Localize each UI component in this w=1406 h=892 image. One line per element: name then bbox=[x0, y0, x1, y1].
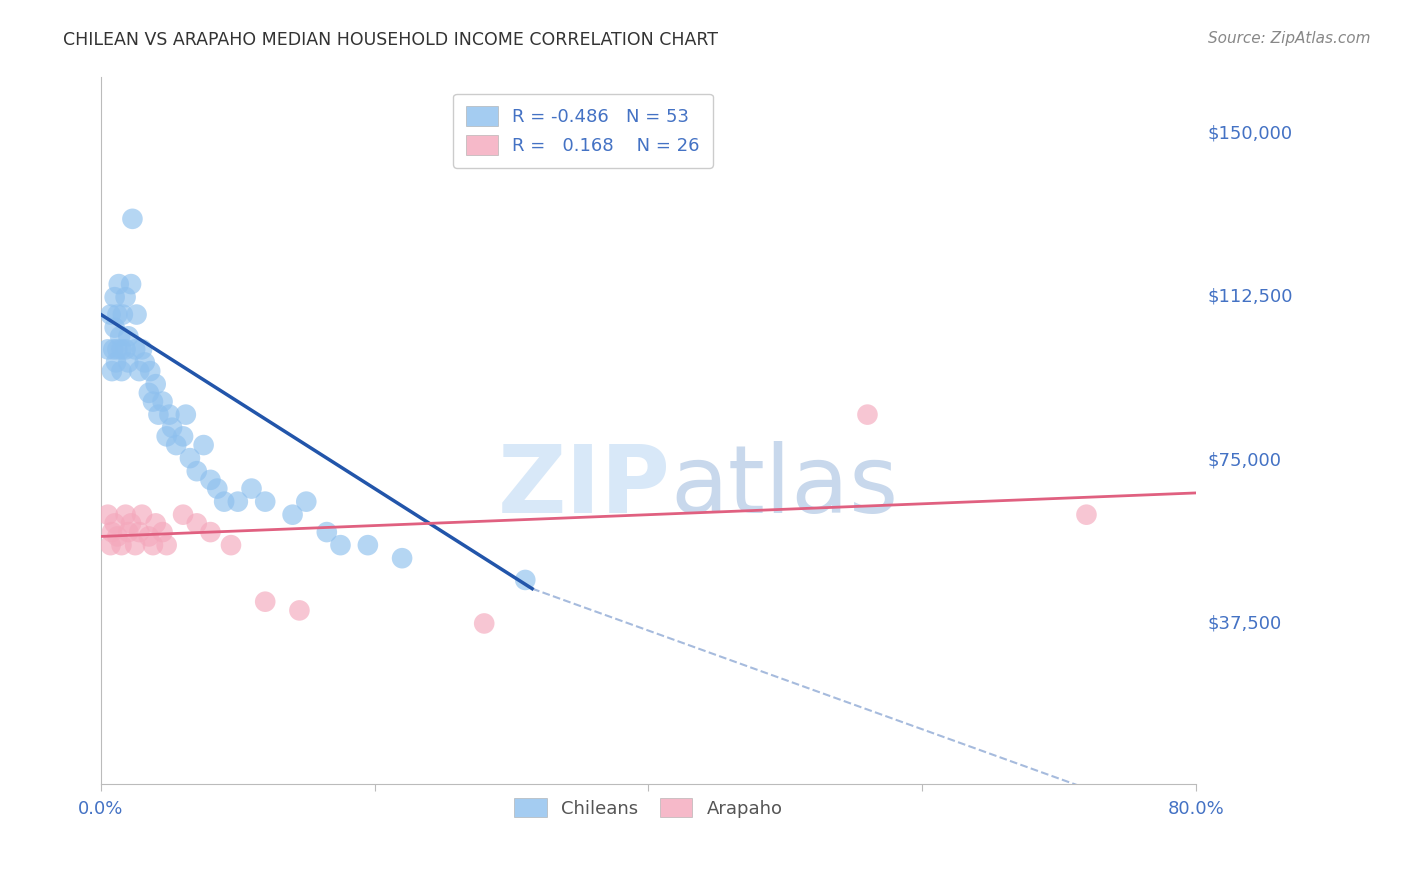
Point bbox=[138, 529, 160, 543]
Point bbox=[186, 516, 208, 531]
Point bbox=[101, 525, 124, 540]
Text: Source: ZipAtlas.com: Source: ZipAtlas.com bbox=[1208, 31, 1371, 46]
Point bbox=[114, 508, 136, 522]
Point bbox=[329, 538, 352, 552]
Point bbox=[104, 320, 127, 334]
Point bbox=[254, 595, 277, 609]
Point bbox=[138, 385, 160, 400]
Point bbox=[288, 603, 311, 617]
Point bbox=[219, 538, 242, 552]
Point bbox=[110, 343, 132, 357]
Legend: Chileans, Arapaho: Chileans, Arapaho bbox=[508, 790, 790, 825]
Point bbox=[110, 538, 132, 552]
Point bbox=[142, 538, 165, 552]
Point bbox=[100, 538, 122, 552]
Point bbox=[120, 516, 142, 531]
Point bbox=[856, 408, 879, 422]
Point bbox=[128, 364, 150, 378]
Point bbox=[472, 616, 495, 631]
Point bbox=[111, 308, 134, 322]
Point bbox=[281, 508, 304, 522]
Point bbox=[104, 516, 127, 531]
Point bbox=[172, 429, 194, 443]
Point bbox=[105, 355, 128, 369]
Point bbox=[200, 525, 222, 540]
Point bbox=[134, 355, 156, 369]
Point bbox=[357, 538, 380, 552]
Point bbox=[104, 290, 127, 304]
Point bbox=[117, 355, 139, 369]
Point bbox=[110, 364, 132, 378]
Point bbox=[160, 420, 183, 434]
Point bbox=[97, 508, 120, 522]
Point bbox=[117, 329, 139, 343]
Point bbox=[240, 482, 263, 496]
Point bbox=[148, 408, 170, 422]
Point bbox=[152, 525, 174, 540]
Point bbox=[179, 451, 201, 466]
Point bbox=[145, 516, 167, 531]
Point bbox=[193, 438, 215, 452]
Point bbox=[97, 343, 120, 357]
Point bbox=[212, 494, 235, 508]
Point bbox=[156, 429, 179, 443]
Point bbox=[142, 394, 165, 409]
Point bbox=[121, 211, 143, 226]
Point bbox=[515, 573, 537, 587]
Point bbox=[152, 394, 174, 409]
Point bbox=[125, 308, 148, 322]
Point bbox=[186, 464, 208, 478]
Point bbox=[156, 538, 179, 552]
Point bbox=[105, 529, 128, 543]
Point bbox=[157, 408, 180, 422]
Point bbox=[172, 508, 194, 522]
Text: ZIP: ZIP bbox=[498, 442, 671, 533]
Text: atlas: atlas bbox=[671, 442, 898, 533]
Point bbox=[107, 277, 129, 291]
Point bbox=[174, 408, 197, 422]
Point bbox=[295, 494, 318, 508]
Text: CHILEAN VS ARAPAHO MEDIAN HOUSEHOLD INCOME CORRELATION CHART: CHILEAN VS ARAPAHO MEDIAN HOUSEHOLD INCO… bbox=[63, 31, 718, 49]
Point bbox=[145, 377, 167, 392]
Point bbox=[124, 538, 146, 552]
Point bbox=[391, 551, 413, 566]
Point bbox=[114, 290, 136, 304]
Point bbox=[105, 343, 128, 357]
Point bbox=[101, 364, 124, 378]
Point bbox=[120, 277, 142, 291]
Point bbox=[254, 494, 277, 508]
Point bbox=[105, 308, 128, 322]
Point bbox=[139, 364, 162, 378]
Point bbox=[124, 343, 146, 357]
Point bbox=[117, 525, 139, 540]
Point bbox=[207, 482, 229, 496]
Point bbox=[315, 525, 337, 540]
Point bbox=[131, 343, 153, 357]
Point bbox=[114, 343, 136, 357]
Point bbox=[200, 473, 222, 487]
Point bbox=[165, 438, 187, 452]
Point bbox=[103, 343, 125, 357]
Point bbox=[128, 525, 150, 540]
Point bbox=[108, 329, 131, 343]
Point bbox=[100, 308, 122, 322]
Point bbox=[1076, 508, 1098, 522]
Point bbox=[131, 508, 153, 522]
Point bbox=[226, 494, 249, 508]
